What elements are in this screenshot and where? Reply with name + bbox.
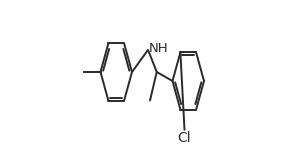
Text: NH: NH (148, 42, 168, 55)
Text: Cl: Cl (178, 131, 191, 145)
